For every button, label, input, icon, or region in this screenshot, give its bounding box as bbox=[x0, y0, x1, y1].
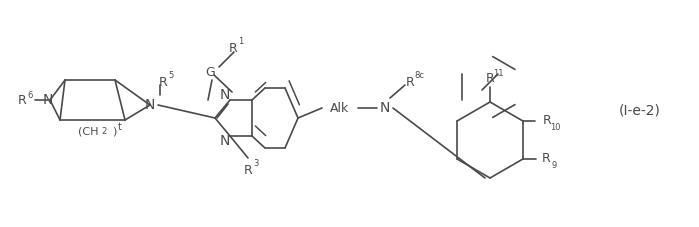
Text: N: N bbox=[43, 93, 53, 107]
Text: 6: 6 bbox=[27, 91, 33, 99]
Text: R: R bbox=[486, 72, 494, 86]
Text: t: t bbox=[118, 122, 122, 132]
Text: R: R bbox=[17, 94, 27, 106]
Text: 2: 2 bbox=[101, 128, 107, 136]
Text: R: R bbox=[229, 42, 238, 54]
Text: R: R bbox=[542, 114, 552, 128]
Text: N: N bbox=[145, 98, 155, 112]
Text: ): ) bbox=[112, 127, 116, 137]
Text: 3: 3 bbox=[253, 160, 259, 168]
Text: 5: 5 bbox=[168, 72, 173, 81]
Text: 11: 11 bbox=[493, 69, 503, 77]
Text: 1: 1 bbox=[238, 37, 244, 47]
Text: 8c: 8c bbox=[414, 72, 424, 81]
Text: N: N bbox=[380, 101, 390, 115]
Text: Alk: Alk bbox=[331, 101, 350, 114]
Text: 10: 10 bbox=[549, 123, 560, 131]
Text: (CH: (CH bbox=[78, 127, 99, 137]
Text: R: R bbox=[159, 76, 167, 89]
Text: 9: 9 bbox=[552, 160, 556, 170]
Text: R: R bbox=[542, 153, 550, 165]
Text: R: R bbox=[405, 76, 415, 89]
Text: G: G bbox=[205, 67, 215, 79]
Text: N: N bbox=[219, 134, 230, 148]
Text: (I-e-2): (I-e-2) bbox=[619, 103, 661, 117]
Text: N: N bbox=[219, 88, 230, 102]
Text: R: R bbox=[244, 163, 252, 177]
